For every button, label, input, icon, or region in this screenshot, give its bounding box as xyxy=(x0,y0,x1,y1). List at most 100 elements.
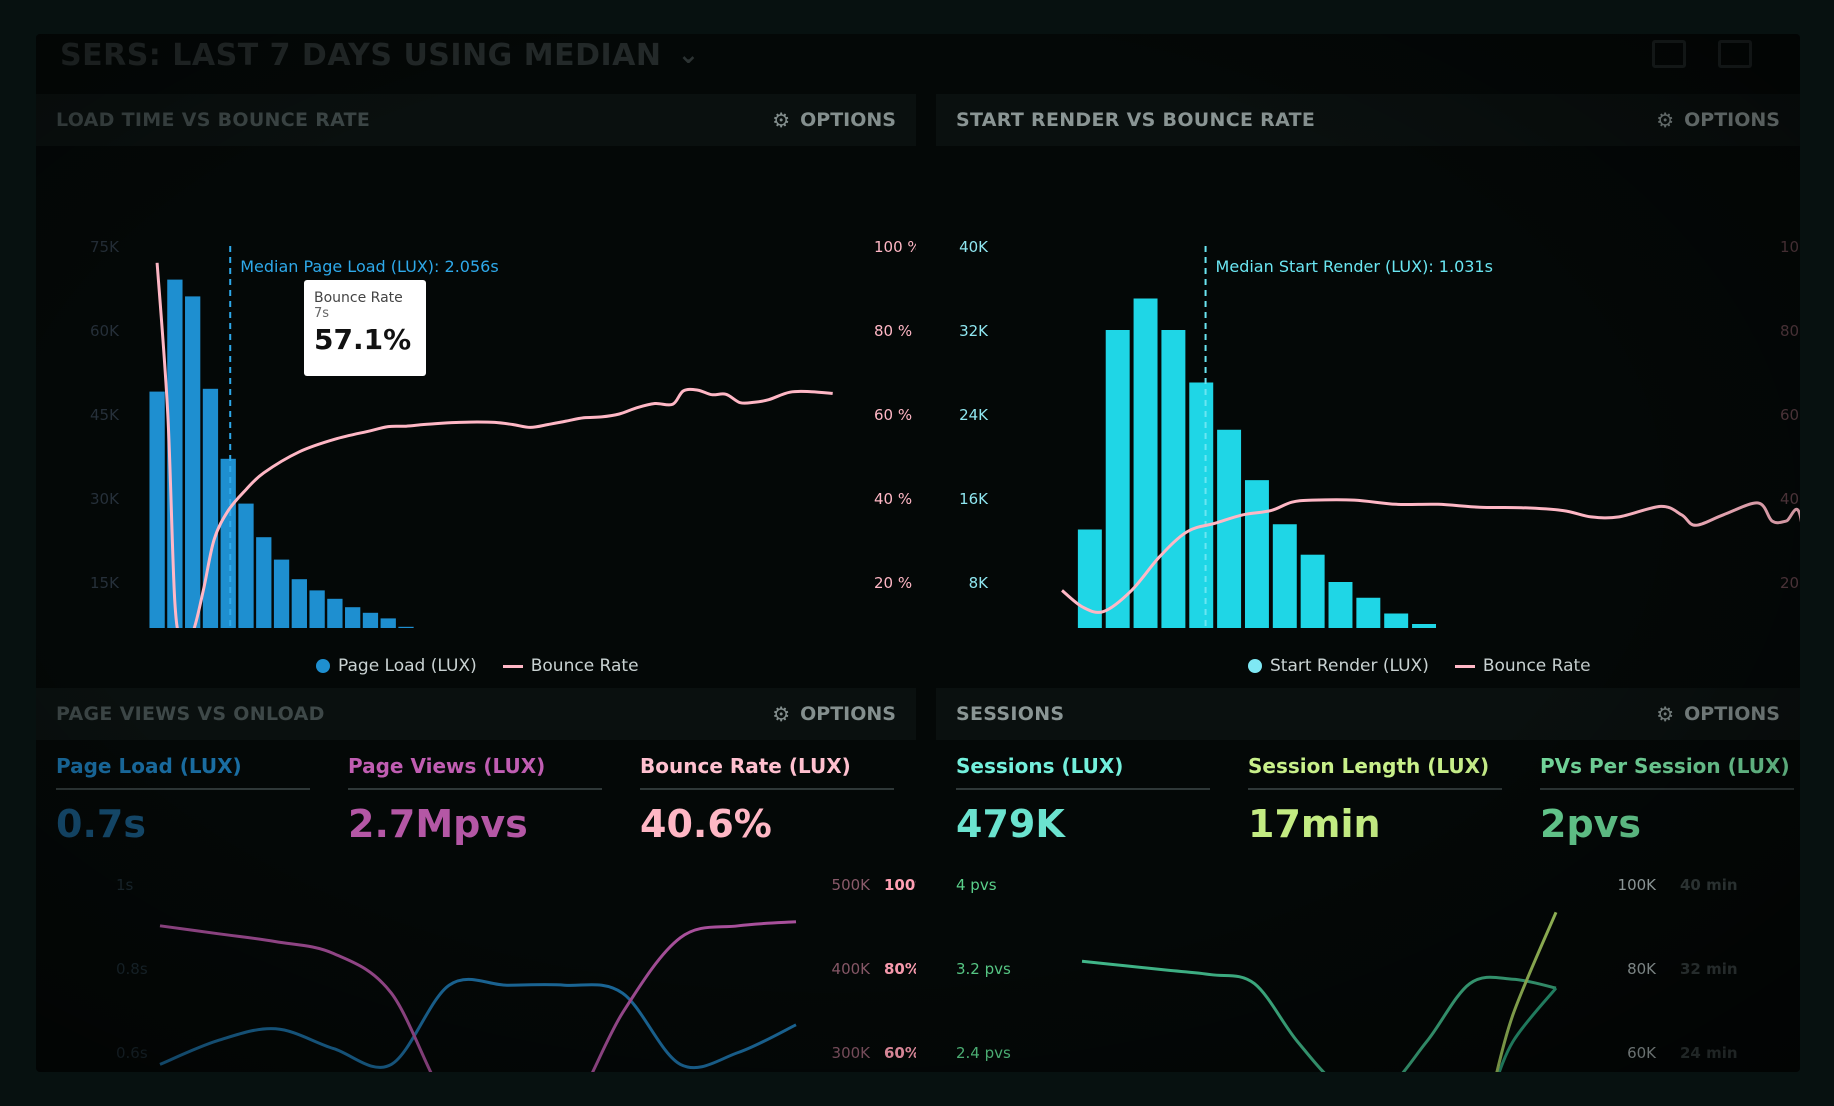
y2-tick-label: 40 % xyxy=(874,490,912,508)
y2-tick-label: 100K xyxy=(1618,876,1658,894)
y-tick-label: 3.2 pvs xyxy=(956,960,1011,978)
metric-pvs-per-session[interactable]: PVs Per Session (LUX) 2pvs xyxy=(1540,754,1794,846)
y3-tick-label: 40 min xyxy=(1680,876,1738,894)
bounce-rate-tooltip: Bounce Rate 7s 57.1% xyxy=(304,280,426,376)
y3-tick-label: 60% xyxy=(884,1044,916,1062)
y3-tick-label: 24 min xyxy=(1680,1044,1738,1062)
options-label: OPTIONS xyxy=(1684,109,1780,131)
metric-label: Bounce Rate (LUX) xyxy=(640,754,894,790)
panel-title: SESSIONS xyxy=(956,703,1065,725)
legend-item-page-load[interactable]: Page Load (LUX) xyxy=(316,656,477,676)
page-title[interactable]: SERS: LAST 7 DAYS USING MEDIAN ⌄ xyxy=(60,34,700,76)
y-tick-label: 45K xyxy=(90,406,120,424)
y-tick-label: 30K xyxy=(90,490,120,508)
options-label: OPTIONS xyxy=(800,703,896,725)
options-button[interactable]: ⚙ OPTIONS xyxy=(772,702,896,726)
chart-bar xyxy=(309,590,325,628)
y-tick-label: 1s xyxy=(116,876,134,894)
y-tick-label: 15K xyxy=(90,574,120,592)
legend-item-bounce-rate[interactable]: Bounce Rate xyxy=(502,656,639,676)
page-views-panel: PAGE VIEWS VS ONLOAD ⚙ OPTIONS Page Load… xyxy=(36,688,916,1072)
load-time-chart: 015K30K45K60K75K0 %20 %40 %60 %80 %100 %… xyxy=(90,238,916,628)
chart-bar xyxy=(398,626,414,628)
metric-page-load[interactable]: Page Load (LUX) 0.7s xyxy=(56,754,310,846)
desktop-icon[interactable] xyxy=(1652,40,1686,68)
chart-bar xyxy=(345,607,361,628)
metric-value: 479K xyxy=(956,802,1065,846)
y2-tick-label: 100 % xyxy=(874,238,916,256)
legend-item-bounce-rate[interactable]: Bounce Rate xyxy=(1454,656,1591,676)
y-tick-label: 16K xyxy=(959,490,989,508)
y-tick-label: 4 pvs xyxy=(956,876,997,894)
chart-bar xyxy=(202,388,219,628)
page-views-chart: 1s 0.8s 0.6s 500K 400K 300K 100% 80% 60% xyxy=(116,876,916,1072)
options-button[interactable]: ⚙ OPTIONS xyxy=(1656,108,1780,132)
metric-sessions[interactable]: Sessions (LUX) 479K xyxy=(956,754,1210,846)
tooltip-subtitle: 7s xyxy=(314,306,330,321)
median-label: Median Page Load (LUX): 2.056s xyxy=(240,257,498,276)
gear-icon: ⚙ xyxy=(772,702,791,726)
chart-bar xyxy=(1300,554,1325,628)
chart-bar xyxy=(362,612,379,628)
chart-bar xyxy=(380,618,396,628)
chart-bar xyxy=(1133,298,1158,628)
metric-label: Page Load (LUX) xyxy=(56,754,310,790)
legend-item-start-render[interactable]: Start Render (LUX) xyxy=(1248,656,1429,676)
metric-label: PVs Per Session (LUX) xyxy=(1540,754,1794,790)
sessions-chart: 4 pvs 3.2 pvs 2.4 pvs 100K 80K 60K 40 min 32 mi… xyxy=(956,876,1738,1072)
series-line xyxy=(1081,959,1557,1072)
legend-label: Bounce Rate xyxy=(1482,656,1591,676)
sessions-panel-header: SESSIONS ⚙ OPTIONS xyxy=(936,688,1800,740)
chart-bar xyxy=(1384,613,1409,628)
y2-tick-label: 20 % xyxy=(1780,574,1800,592)
metric-session-length[interactable]: Session Length (LUX) 17min xyxy=(1248,754,1502,846)
panel-title: PAGE VIEWS VS ONLOAD xyxy=(56,703,325,725)
median-label: Median Start Render (LUX): 1.031s xyxy=(1216,257,1493,276)
chart-bar xyxy=(1328,582,1353,628)
chart-bar xyxy=(1244,480,1269,628)
legend-label: Page Load (LUX) xyxy=(338,656,477,676)
y-tick-label: 75K xyxy=(90,238,120,256)
metric-page-views[interactable]: Page Views (LUX) 2.7Mpvs xyxy=(348,754,602,846)
chart-bar xyxy=(1217,429,1242,628)
legend-label: Bounce Rate xyxy=(530,656,639,676)
chart-bar xyxy=(1356,597,1381,628)
chart-bar xyxy=(256,537,272,628)
y2-tick-label: 60K xyxy=(1627,1044,1657,1062)
y-tick-label: 32K xyxy=(959,322,989,340)
options-label: OPTIONS xyxy=(1684,703,1780,725)
metric-label: Sessions (LUX) xyxy=(956,754,1210,790)
chart-bar xyxy=(273,559,290,628)
start-render-panel: START RENDER VS BOUNCE RATE ⚙ OPTIONS 08… xyxy=(936,94,1800,694)
panel-title: LOAD TIME VS BOUNCE RATE xyxy=(56,109,371,131)
legend-dot-icon xyxy=(316,659,330,673)
metric-bounce-rate[interactable]: Bounce Rate (LUX) 40.6% xyxy=(640,754,894,846)
y-tick-label: 0.6s xyxy=(116,1044,148,1062)
y-tick-label: 60K xyxy=(90,322,120,340)
options-button[interactable]: ⚙ OPTIONS xyxy=(1656,702,1780,726)
start-render-chart: 08K16K24K32K40K0 %20 %40 %60 %80 %100 %0… xyxy=(959,238,1800,628)
series-line xyxy=(159,920,797,1072)
legend-line-icon xyxy=(502,664,523,668)
load-time-legend: Page Load (LUX) Bounce Rate xyxy=(316,656,639,676)
y3-tick-label: 80% xyxy=(884,960,916,978)
chart-bar xyxy=(1412,624,1437,628)
page-views-panel-header: PAGE VIEWS VS ONLOAD ⚙ OPTIONS xyxy=(36,688,916,740)
tablet-icon[interactable] xyxy=(1718,40,1752,68)
options-button[interactable]: ⚙ OPTIONS xyxy=(772,108,896,132)
chart-bar xyxy=(327,598,343,628)
load-time-panel: LOAD TIME VS BOUNCE RATE ⚙ OPTIONS 015K3… xyxy=(36,94,916,694)
y-tick-label: 0.8s xyxy=(116,960,148,978)
dashboard-screen: SERS: LAST 7 DAYS USING MEDIAN ⌄ LOAD TI… xyxy=(36,34,1800,1072)
chart-bar xyxy=(1161,330,1186,628)
chevron-down-icon[interactable]: ⌄ xyxy=(677,40,700,70)
chart-bar xyxy=(238,503,254,628)
y-tick-label: 8K xyxy=(969,574,990,592)
legend-dot-icon xyxy=(1248,659,1262,673)
metric-value: 17min xyxy=(1248,802,1381,846)
sessions-panel: SESSIONS ⚙ OPTIONS Sessions (LUX) 479K S… xyxy=(936,688,1800,1072)
y2-tick-label: 60 % xyxy=(1780,406,1800,424)
y-tick-label: 2.4 pvs xyxy=(956,1044,1011,1062)
metric-label: Session Length (LUX) xyxy=(1248,754,1502,790)
chart-bar xyxy=(1105,330,1130,628)
